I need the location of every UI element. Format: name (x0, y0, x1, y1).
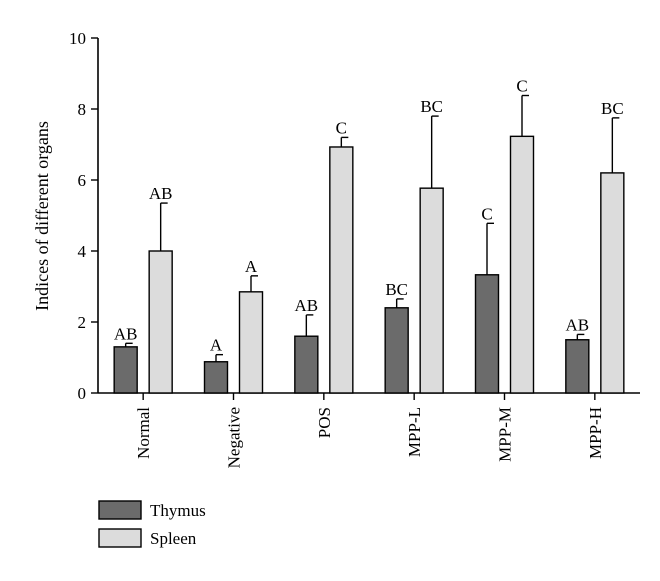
significance-label: AB (566, 315, 590, 334)
bar-thymus (203, 361, 229, 394)
legend-label-spleen: Spleen (150, 529, 197, 548)
significance-label: AB (114, 324, 138, 343)
y-tick-label: 10 (69, 29, 86, 48)
legend-label-thymus: Thymus (150, 501, 206, 520)
legend-swatch-spleen (98, 528, 142, 548)
x-category-label: MPP-L (405, 407, 424, 457)
y-tick-label: 2 (78, 313, 87, 332)
y-tick-label: 8 (78, 100, 87, 119)
x-category-label: Negative (225, 407, 244, 468)
bar-thymus (113, 346, 138, 394)
significance-label: BC (420, 97, 443, 116)
x-category-label: MPP-H (586, 407, 605, 459)
y-axis-title: Indices of different organs (32, 121, 52, 311)
bar-spleen (329, 146, 354, 394)
significance-label: BC (385, 280, 408, 299)
bar-thymus (565, 339, 590, 394)
significance-label: BC (601, 99, 624, 118)
bar-spleen (238, 291, 264, 394)
legend-swatch-thymus (98, 500, 142, 520)
x-category-label: Normal (134, 407, 153, 459)
y-tick-label: 4 (78, 242, 87, 261)
bar-thymus (384, 307, 409, 394)
significance-label: AB (295, 296, 319, 315)
significance-label: A (210, 336, 223, 355)
bar-spleen (600, 172, 625, 394)
x-category-label: MPP-M (496, 407, 515, 462)
bar-thymus (294, 335, 319, 394)
bar-spleen (419, 187, 444, 394)
y-tick-label: 6 (78, 171, 87, 190)
significance-label: C (481, 204, 492, 223)
significance-label: AB (149, 184, 173, 203)
y-tick-label: 0 (78, 384, 87, 403)
significance-label: A (245, 257, 258, 276)
x-category-label: POS (315, 407, 334, 438)
bar-thymus (474, 274, 500, 394)
bar-spleen (509, 135, 535, 394)
significance-label: C (336, 118, 347, 137)
significance-label: C (516, 77, 527, 96)
bar-spleen (148, 250, 173, 394)
